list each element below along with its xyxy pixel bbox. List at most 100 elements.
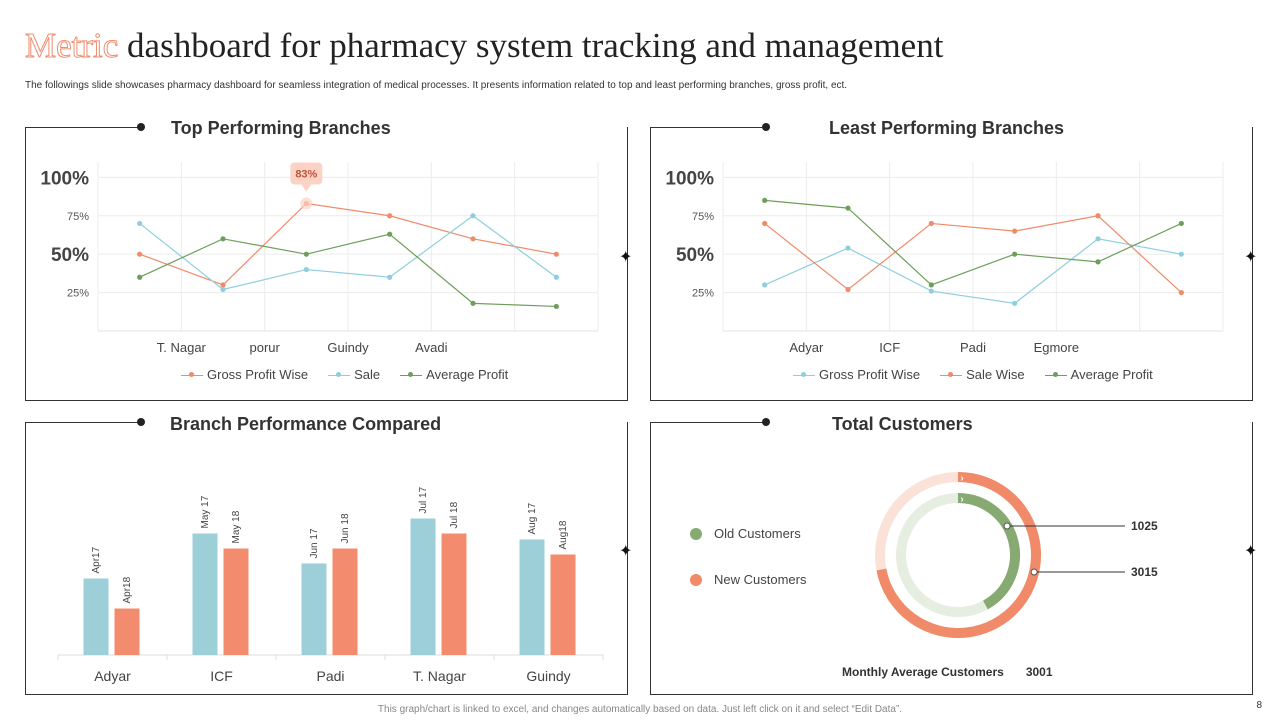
data-point [137,274,143,280]
legend-label: Gross Profit Wise [207,367,309,382]
data-point [1095,236,1101,242]
panel-header-dot [137,123,145,131]
series-line [139,202,557,286]
legend-line-marker [793,370,815,380]
data-point [470,236,476,242]
y-tick-label: 75% [67,211,89,223]
ring-arrow-icon: › [960,494,963,505]
series-line [139,233,557,308]
leader-dot [1030,568,1038,576]
x-tick-label: Padi [960,340,986,355]
bar-label: Jul 17 [418,486,429,513]
legend-item-new-customers: New Customers [690,572,806,587]
panel-header-dot [762,418,770,426]
y-tick-label: 50% [51,245,89,266]
data-point [928,288,934,294]
bar-label: Jun 17 [309,528,320,558]
bar [332,548,358,655]
panel-header-line [25,422,141,423]
footer-note: This graph/chart is linked to excel, and… [377,704,903,715]
x-tick-label: ICF [879,340,900,355]
data-point [928,282,934,288]
monthly-average-value: 3001 [1026,665,1053,679]
page-number: 8 [1256,700,1262,711]
legend-item-average-profit: Average Profit [1044,367,1153,382]
top-branches-legend: Gross Profit Wise Sale Average Profit [181,367,508,382]
data-point [303,251,309,257]
legend-dot [690,573,702,586]
bar-label: Jun 18 [340,513,351,543]
least-branches-title: Least Performing Branches [829,118,1065,138]
x-tick-label: Padi [316,668,344,684]
least-branches-legend: Gross Profit Wise Sale Wise Average Prof… [793,367,1153,382]
callout-box [290,162,323,185]
inner-ring-arc [957,493,1020,610]
x-tick-label: Egmore [1034,340,1080,355]
x-tick-label: T. Nagar [413,668,466,684]
ring-arrow-icon: › [960,473,963,484]
data-point [1012,251,1018,257]
legend-item-gross-profit-wise: Gross Profit Wise [793,367,920,382]
y-tick-label: 25% [67,288,89,300]
bar-label: Apr18 [122,576,133,603]
legend-label: New Customers [714,572,807,587]
data-point [845,245,851,251]
top-branches-panel [25,127,628,401]
bar-label: Aug18 [558,520,569,549]
least-branches-chart: 25% 50% 75% 100% Adyar ICF Padi Egmore [665,162,1224,355]
panel-header-line [25,127,141,128]
legend-line-marker [328,370,351,380]
y-tick-label: 25% [692,288,714,300]
data-point [553,303,559,310]
bar [223,548,249,655]
bar [114,608,140,655]
legend-item-old-customers: Old Customers [690,526,801,541]
data-point [1012,300,1018,306]
data-point [387,274,393,280]
bar-label: Aug 17 [527,502,538,534]
legend-item-average-profit: Average Profit [400,367,508,382]
data-point [1178,220,1184,227]
x-tick-label: Adyar [94,668,131,684]
sparkle-icon: ✦ [619,543,633,560]
legend-dot [690,527,702,540]
monthly-average-label: Monthly Average Customers 3001 [842,665,1053,679]
panel-header-dot [762,123,770,131]
bar [410,518,436,655]
callout-halo [300,197,313,210]
bar [83,578,109,655]
y-tick-label: 50% [676,245,714,266]
legend-label: Sale [354,367,381,382]
x-tick-label: porur [249,340,280,355]
monthly-average-text: Monthly Average Customers [842,665,1004,679]
callout-pointer [301,184,312,192]
data-point [762,220,768,227]
legend-label: Old Customers [714,526,801,541]
series-line [764,215,1182,294]
new-customers-value: 3015 [1131,565,1158,579]
x-tick-label: Adyar [789,340,824,355]
top-branches-chart: 25% 50% 75% 100% T. Nagar porur Guindy Avadi 83% [40,162,599,355]
sparkle-icon: ✦ [1244,249,1258,266]
data-point [762,282,768,288]
y-tick-label: 75% [692,211,714,223]
callout-label: 83% [295,168,317,180]
panel-header-line [650,422,766,423]
legend-label: Sale Wise [966,367,1025,382]
data-point [220,286,226,293]
data-point [220,282,226,288]
data-point [845,205,851,211]
branch-compare-chart: Apr17 Apr18 Adyar May 17 May 18 ICF Jun 17 Jun … [57,486,604,684]
panel-header-line [650,127,766,128]
x-tick-label: Guindy [526,668,570,684]
data-point [845,286,851,293]
bar-label: Apr17 [91,546,102,573]
legend-item-sale: Sale [328,367,380,382]
legend-line-marker [940,370,963,380]
data-point [470,213,476,219]
series-line [139,215,557,291]
total-customers-title: Total Customers [832,414,973,434]
leader-dot [1003,522,1011,530]
data-point [387,231,393,237]
panel-header-dot [137,418,145,426]
